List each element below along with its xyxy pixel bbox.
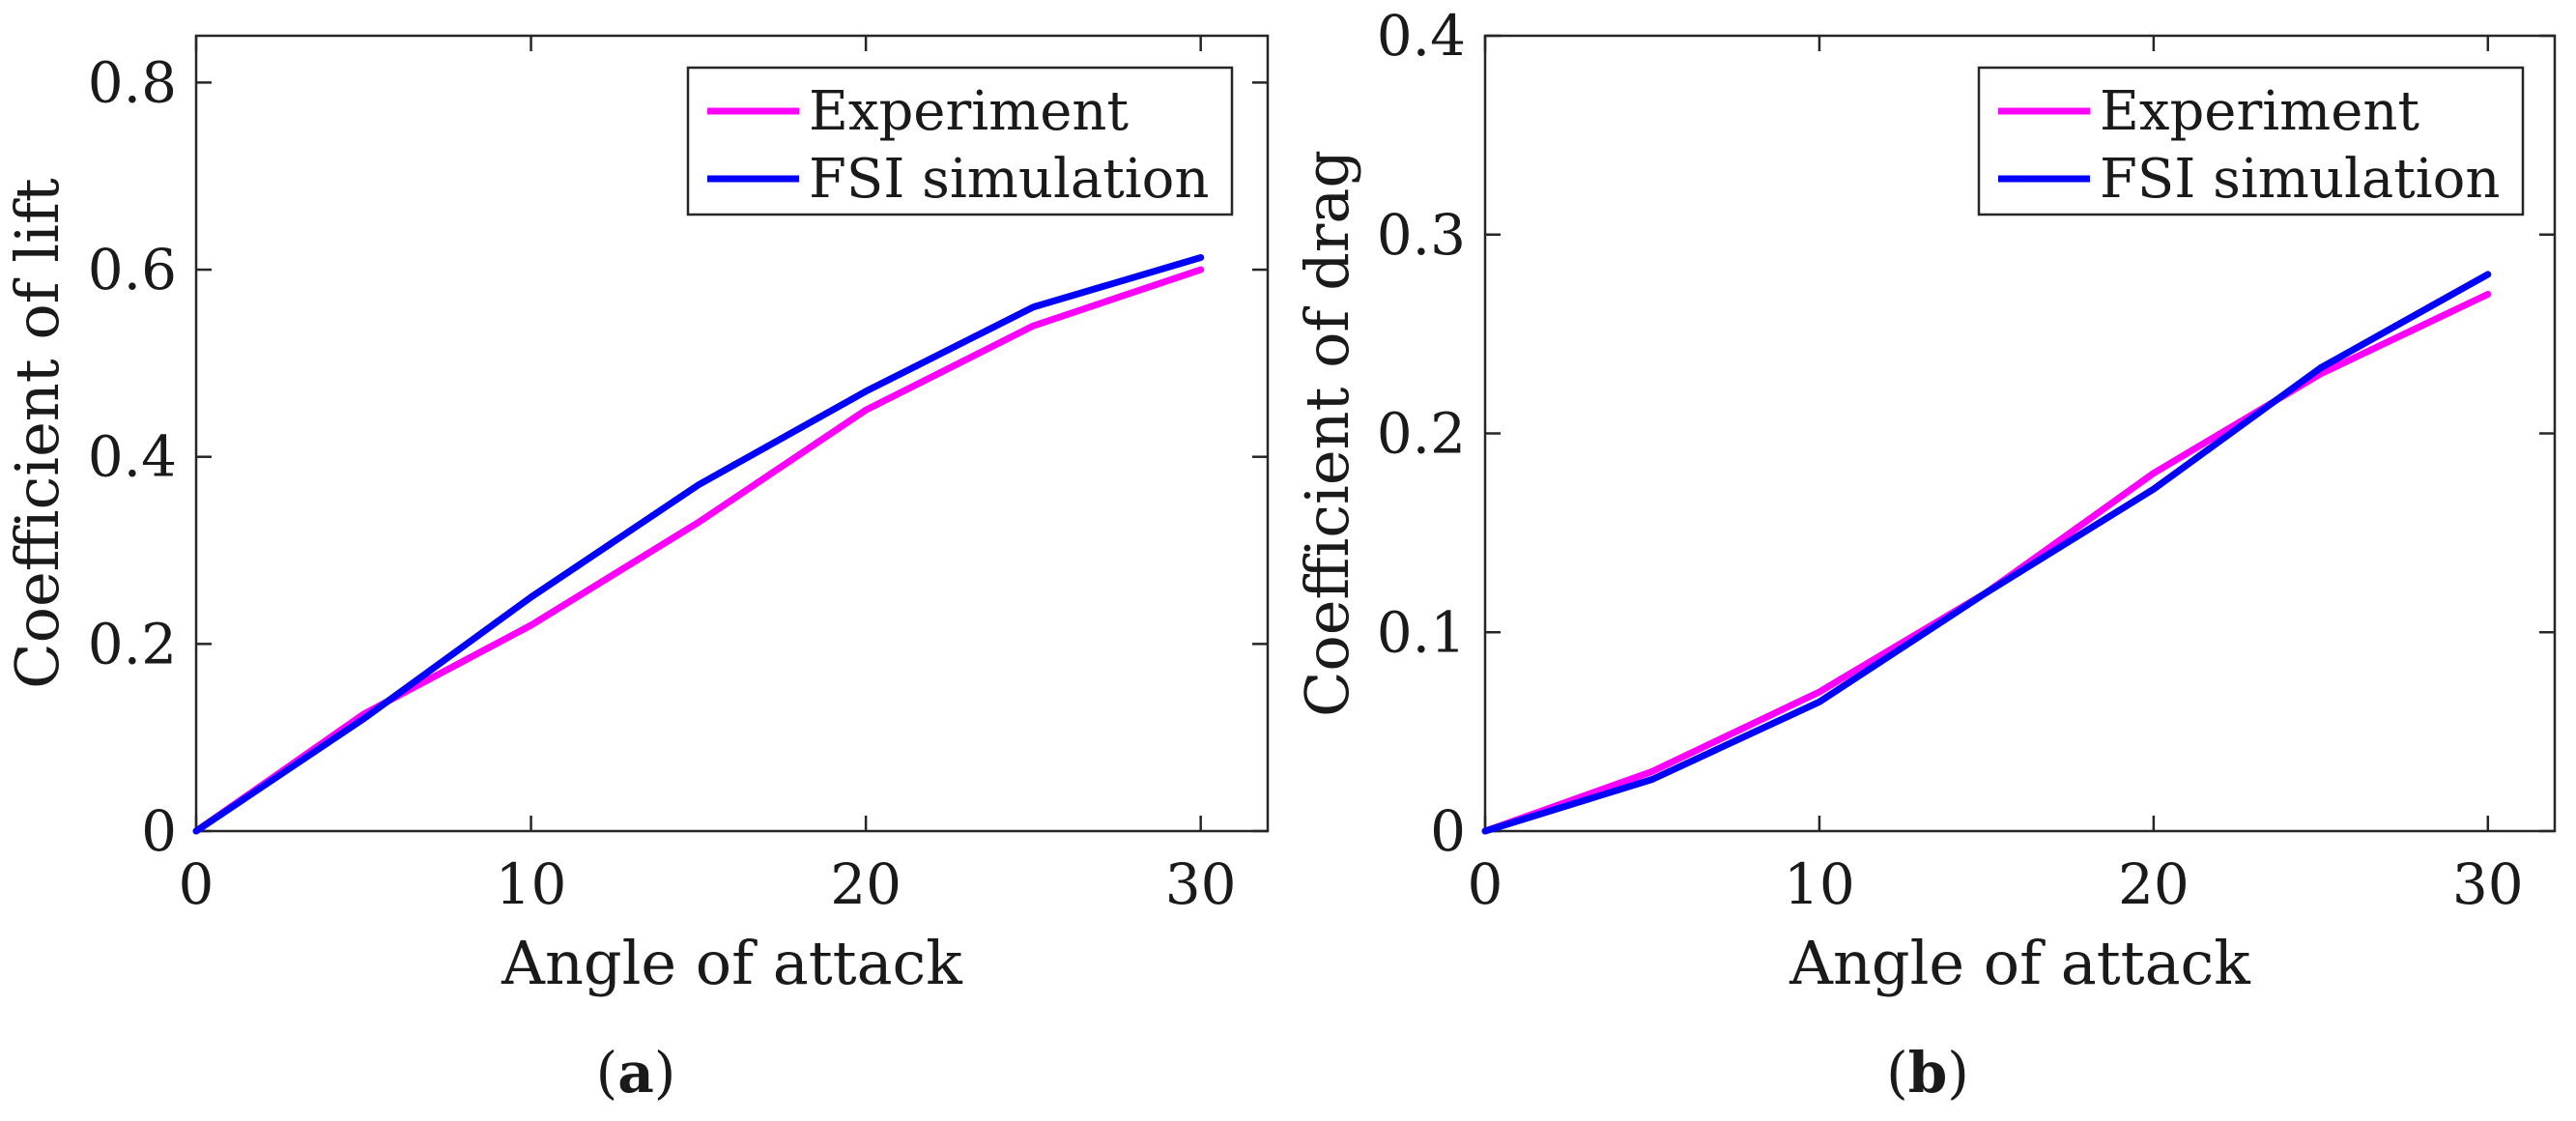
y-tick-label: 0.4 [1377, 3, 1466, 69]
series-line-experiment [192, 266, 1205, 835]
plot-frame [194, 34, 1270, 833]
x-tick-label: 30 [1165, 851, 1237, 917]
legend-label: Experiment [2100, 80, 2419, 143]
y-tick-label: 0 [141, 798, 177, 864]
y-axis-label: Coefficient of lift [2, 178, 72, 689]
legend-label: FSI simulation [2100, 148, 2500, 211]
x-tick-label: 10 [496, 851, 567, 917]
legend-box [1977, 66, 2525, 216]
x-axis-label: Angle of attack [1789, 928, 2250, 998]
y-tick-label: 0.8 [88, 49, 177, 115]
y-tick-label: 0.4 [88, 424, 177, 490]
x-tick-label: 30 [2452, 851, 2524, 917]
x-axis-label: Angle of attack [501, 928, 962, 998]
chart-panel-b: 0 10 20 30 0 0.1 0.2 0.3 0.4 Angle of attack Coeff… [1292, 3, 2557, 998]
legend-box [686, 66, 1234, 216]
x-tick-label: 10 [1784, 851, 1855, 917]
series-line-fsi-simulation [1481, 271, 2492, 835]
caption-a: (a) [596, 1040, 676, 1106]
x-tick-label: 20 [2118, 851, 2190, 917]
x-tick-label: 0 [1468, 851, 1503, 917]
y-tick-label: 0.6 [88, 237, 177, 302]
y-tick-label: 0.2 [1377, 401, 1466, 467]
x-tick-label: 0 [179, 851, 215, 917]
y-axis-label: Coefficient of drag [1292, 150, 1362, 717]
legend-label: Experiment [809, 80, 1129, 143]
series-line-experiment [1481, 290, 2492, 835]
series-line-fsi-simulation [192, 253, 1205, 835]
x-tick-label: 20 [830, 851, 902, 917]
y-tick-label: 0.1 [1377, 599, 1466, 665]
y-tick-label: 0 [1430, 798, 1466, 864]
chart-panel-a: 0 10 20 30 0 0.2 0.4 0.6 0.8 Angle of attack Coeff… [2, 34, 1270, 998]
legend-label: FSI simulation [809, 148, 1209, 211]
caption-b: (b) [1886, 1040, 1969, 1106]
y-tick-label: 0.3 [1377, 202, 1466, 268]
y-tick-label: 0.2 [88, 611, 177, 676]
